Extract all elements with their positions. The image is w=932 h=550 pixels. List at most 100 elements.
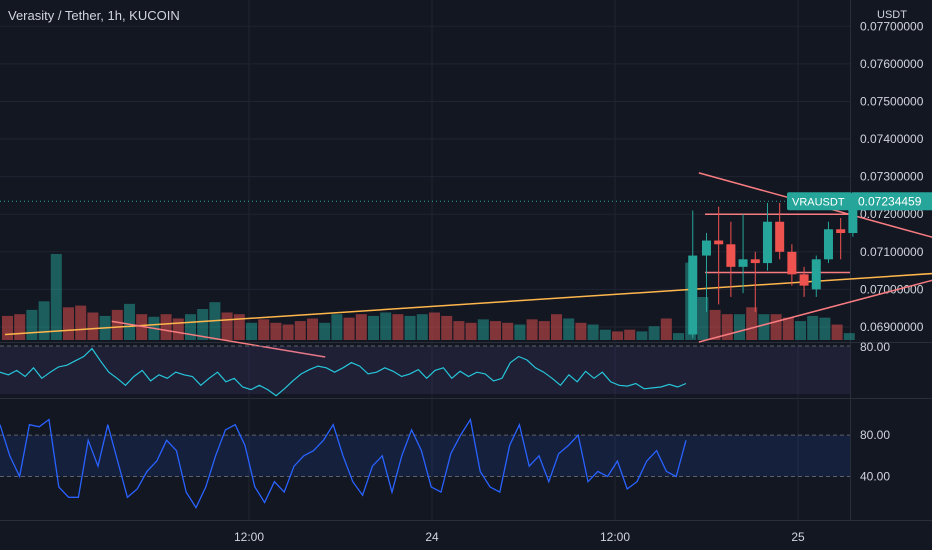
- indicator2-band: [0, 435, 850, 477]
- volume-bar: [831, 324, 843, 340]
- volume-bar: [63, 307, 74, 340]
- candle-body: [811, 259, 821, 290]
- volume-bar: [599, 329, 611, 340]
- candle-body: [701, 240, 711, 256]
- symbol-label: VRAUSDT: [792, 196, 845, 208]
- candle-body: [726, 244, 736, 267]
- indicator1-line: [0, 347, 687, 397]
- candle-body: [823, 229, 833, 260]
- volume-bar: [612, 331, 623, 340]
- volume-bar: [758, 314, 770, 340]
- volume-bar: [185, 314, 196, 340]
- indicator1-band: [0, 346, 850, 394]
- volume-bar: [770, 314, 782, 340]
- price-tick-label: 0.07300000: [860, 170, 924, 184]
- indicator2-level-label: 80.00: [860, 428, 890, 442]
- trendline: [698, 172, 932, 238]
- volume-bar: [282, 324, 294, 340]
- volume-bar: [843, 333, 855, 340]
- volume-bar: [87, 312, 99, 340]
- price-tick-label: 0.07600000: [860, 57, 924, 71]
- volume-bar: [368, 315, 379, 340]
- price-tick-label: 0.07000000: [860, 282, 924, 296]
- volume-bar: [819, 317, 831, 340]
- price-tick-label: 0.06900000: [860, 320, 924, 334]
- volume-bar: [258, 319, 270, 340]
- indicator1-level-label: 80.00: [860, 340, 890, 354]
- volume-bar: [221, 312, 233, 340]
- candle-body: [750, 259, 760, 264]
- volume-bar: [660, 318, 672, 340]
- time-tick-label: 25: [791, 530, 805, 544]
- symbol-tag: [787, 192, 852, 211]
- volume-bar: [709, 309, 721, 340]
- candle-body: [762, 221, 772, 264]
- volume-bar: [795, 321, 806, 340]
- volume-bar: [734, 314, 745, 340]
- time-tick-label: 24: [425, 530, 439, 544]
- price-tick-label: 0.07400000: [860, 132, 924, 146]
- volume-bar: [111, 309, 123, 340]
- indicator2-level-label: 40.00: [860, 470, 890, 484]
- volume-bar: [807, 315, 819, 340]
- volume-bar: [307, 318, 318, 340]
- last-price-tag: [852, 192, 932, 211]
- volume-bar: [624, 329, 636, 340]
- volume-bar: [331, 314, 343, 340]
- candle-body: [836, 229, 846, 234]
- volume-bar: [721, 314, 733, 340]
- volume-bar: [270, 322, 282, 340]
- volume-bar: [233, 314, 245, 340]
- volume-bar: [14, 314, 26, 340]
- volume-bar: [782, 317, 794, 340]
- volume-bar: [636, 331, 648, 340]
- time-tick-label: 12:00: [234, 530, 264, 544]
- volume-bar: [416, 314, 428, 340]
- volume-bar: [2, 315, 13, 340]
- price-tick-label: 0.07200000: [860, 207, 924, 221]
- candle-body: [848, 201, 858, 234]
- volume-bar: [294, 321, 306, 340]
- volume-bar: [50, 254, 62, 340]
- volume-bar: [514, 324, 526, 340]
- candle-body: [799, 274, 809, 286]
- volume-bar: [526, 319, 538, 340]
- last-price-label: 0.07234459: [858, 194, 922, 208]
- volume-bar: [673, 333, 684, 340]
- volume-bar: [538, 321, 550, 340]
- volume-bar: [160, 314, 172, 340]
- volume-bar: [172, 318, 184, 340]
- candle-body: [738, 259, 748, 267]
- volume-bar: [502, 322, 514, 340]
- indicator2-line: [0, 417, 687, 509]
- volume-bar: [38, 301, 50, 340]
- candle-body: [714, 240, 724, 245]
- volume-bar: [746, 307, 758, 340]
- volume-bar: [453, 321, 465, 340]
- currency-label: USDT: [877, 9, 907, 21]
- volume-bar: [465, 322, 477, 340]
- volume-bar: [124, 303, 135, 340]
- chart-title: Verasity / Tether, 1h, KUCOIN: [8, 8, 180, 23]
- trendline: [698, 279, 932, 343]
- volume-bar: [587, 324, 599, 340]
- volume-bar: [319, 322, 331, 340]
- volume-bar: [136, 314, 148, 340]
- trendline: [4, 272, 932, 336]
- volume-bar: [441, 315, 453, 340]
- volume-bar: [355, 314, 367, 340]
- volume-bar: [648, 326, 660, 340]
- time-tick-label: 12:00: [600, 530, 630, 544]
- volume-bar: [575, 322, 587, 340]
- volume-bar: [392, 314, 404, 340]
- price-tick-label: 0.07100000: [860, 245, 924, 259]
- volume-bar: [343, 317, 355, 340]
- volume-bar: [551, 314, 562, 340]
- volume-bar: [404, 315, 416, 340]
- volume-bar: [197, 309, 209, 340]
- volume-bar: [477, 319, 489, 340]
- price-tick-label: 0.07700000: [860, 19, 924, 33]
- volume-bar: [429, 312, 440, 340]
- price-tick-label: 0.07500000: [860, 94, 924, 108]
